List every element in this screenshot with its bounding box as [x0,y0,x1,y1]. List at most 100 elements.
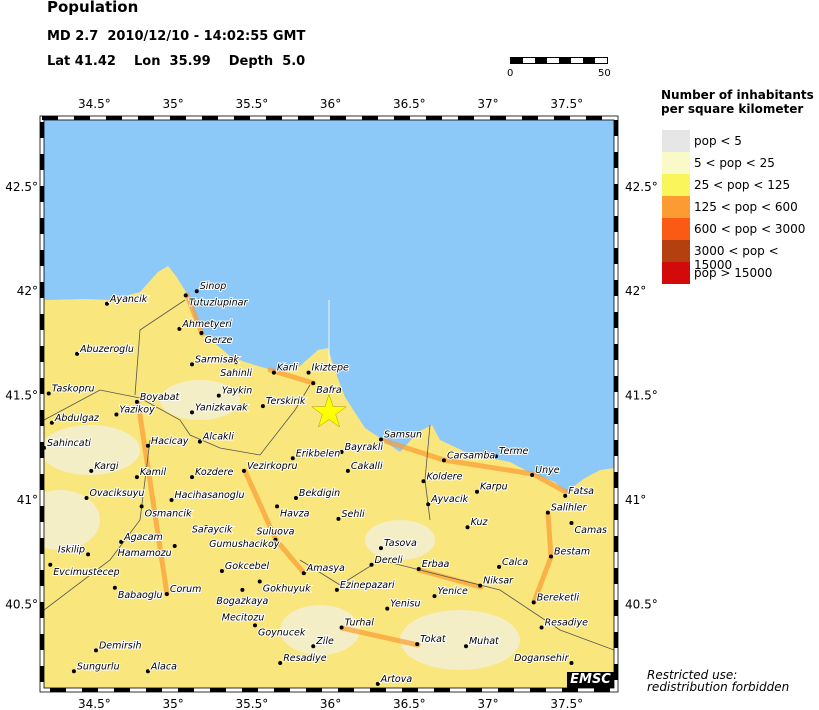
populated-corridor [339,625,421,648]
city-marker [104,301,109,306]
city-label: Kamil [140,467,167,478]
city-label: Unye [535,465,560,476]
city-label: Yazikoy [119,404,155,415]
city-label: Artova [380,674,413,685]
city-label: Goynucek [258,627,306,638]
city-label: Suluova [256,527,294,538]
city-marker [378,437,383,442]
city-label: Hacihasanoglu [175,490,245,501]
latitude-tick-label: 42° [17,284,38,298]
city-label: Havza [280,508,310,519]
city-label: Sinop [200,281,227,292]
scale-end-label: 50 [598,68,611,79]
city-label: Sehli [341,509,365,520]
latitude-tick-label: 40.5° [625,597,658,611]
city-marker [190,410,195,415]
city-label: Bayrakli [345,442,384,453]
city-marker [531,600,536,605]
city-marker [569,660,574,665]
city-label: Camas [574,525,607,536]
populated-corridor [184,292,205,337]
city-marker [378,546,383,551]
city-marker [112,585,117,590]
longitude-tick-label: 36.5° [393,97,426,111]
city-marker [204,525,209,530]
longitude-tick-label: 35.5° [235,697,268,710]
city-label: Kargi [94,461,119,472]
longitude-tick-label: 34.5° [78,697,111,710]
latitude-tick-label: 42.5° [5,180,38,194]
city-marker [71,669,76,674]
city-marker [177,326,182,331]
city-marker [497,564,502,569]
low-density-area [400,610,520,670]
low-density-area [160,380,240,420]
city-marker [475,489,480,494]
city-label: Gokhuyuk [263,584,311,595]
city-marker [306,370,311,375]
city-marker [190,475,195,480]
city-marker [145,669,150,674]
city-marker [421,479,426,484]
city-marker [75,351,80,356]
city-marker [240,587,245,592]
legend-label: 3000 < pop < 15000 [694,244,779,272]
city-label: Koldere [426,471,462,482]
legend-label: 5 < pop < 25 [694,156,775,170]
city-label: Bekdigin [299,488,340,499]
city-marker [339,625,344,630]
legend-label: 25 < pop < 125 [694,178,791,192]
city-marker [539,625,544,630]
city-label: Dereli [375,555,404,566]
city-label: Ikiztepe [312,363,350,374]
city-marker [197,439,202,444]
legend-title-line1: Number of inhabitants [661,88,814,102]
city-label: Gumushacikoy [209,539,280,550]
city-marker [415,642,420,647]
city-label: Resadiye [545,617,589,628]
city-marker [478,583,483,588]
city-label: Bafra [316,385,342,396]
city-label: Ayancik [109,294,148,305]
city-marker [275,504,280,509]
city-label: Bestam [554,546,590,557]
longitude-tick-label: 37.5° [550,697,583,710]
city-marker [46,391,51,396]
city-marker [234,360,239,365]
longitude-tick-label: 37° [477,697,498,710]
city-label: Boyabat [140,392,181,403]
city-label: Sarmisak [195,354,239,365]
city-marker [199,331,204,335]
city-label: Abdulgaz [54,413,100,424]
legend-swatch [662,218,690,240]
city-label: Erikbelen [296,448,340,459]
city-label: Zile [315,636,334,647]
city-label: Gokcebel [225,561,270,572]
city-label: Bogazkaya [216,596,268,607]
latitude-tick-label: 41.5° [625,389,658,403]
city-marker [569,521,574,526]
latitude-tick-label: 41.5° [5,389,38,403]
province-border [44,384,311,456]
latitude-tick-label: 42° [625,284,646,298]
city-marker [252,623,257,628]
map-title: Population [47,0,139,16]
city-marker [463,644,468,649]
city-marker [290,456,295,461]
populated-corridor [267,367,316,386]
city-marker [563,493,568,498]
city-label: Sahinli [220,368,252,379]
populated-corridor [135,399,170,597]
city-marker [257,579,262,584]
city-label: Evcimustecep [53,567,119,578]
city-label: Niksar [483,576,514,587]
longitude-tick-label: 37° [477,97,498,111]
low-density-area [365,520,435,560]
city-marker [416,566,421,571]
city-marker [241,468,246,473]
city-label: Turhal [345,617,375,628]
city-label: Ovaciksuyu [90,488,145,499]
city-label: Taskopru [52,384,95,395]
city-marker [216,598,221,603]
city-marker [426,502,431,507]
